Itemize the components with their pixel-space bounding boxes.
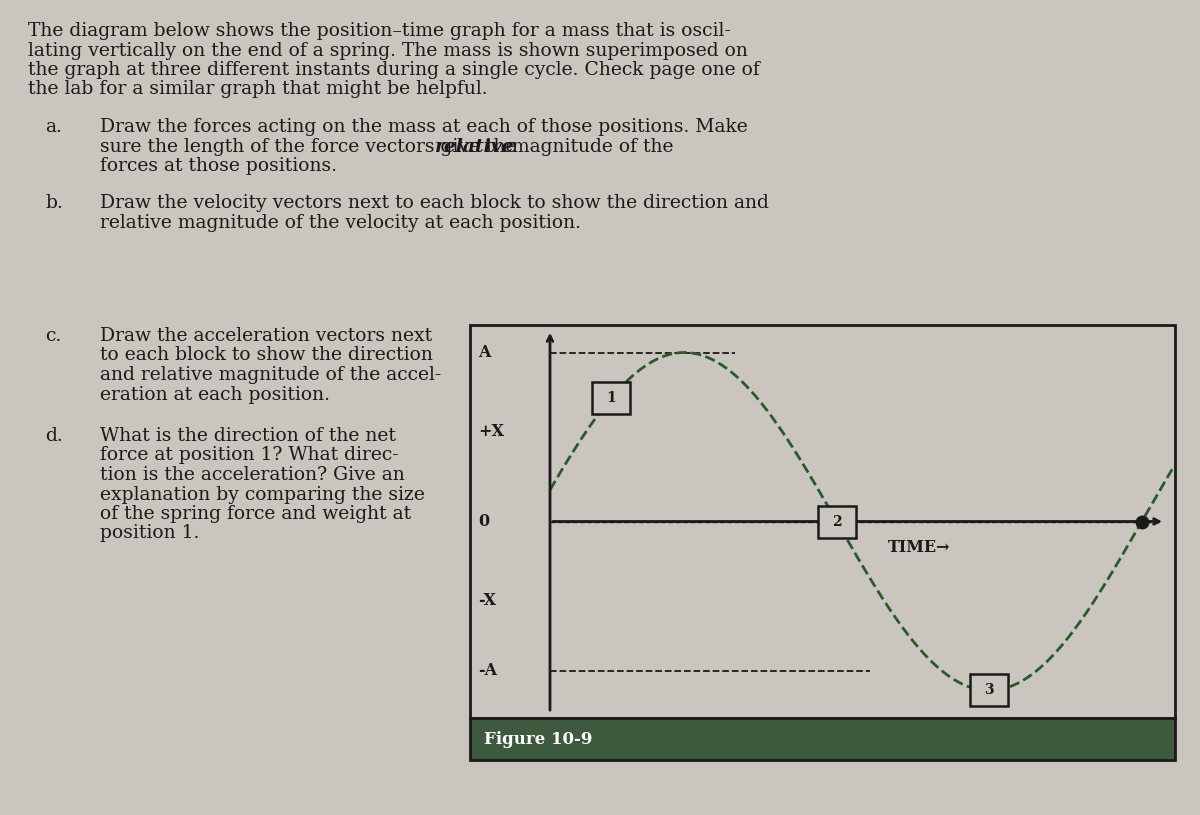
Text: the graph at three different instants during a single cycle. Check page one of: the graph at three different instants du… — [28, 61, 760, 79]
Text: tion is the acceleration? Give an: tion is the acceleration? Give an — [100, 466, 404, 484]
Text: 0: 0 — [478, 513, 490, 530]
Text: The diagram below shows the position–time graph for a mass that is oscil-: The diagram below shows the position–tim… — [28, 22, 731, 40]
Text: Draw the acceleration vectors next: Draw the acceleration vectors next — [100, 327, 432, 345]
Text: 3: 3 — [984, 684, 994, 698]
Text: and relative magnitude of the accel-: and relative magnitude of the accel- — [100, 366, 442, 384]
Bar — [592, 382, 630, 414]
Text: c.: c. — [46, 327, 61, 345]
Text: Draw the velocity vectors next to each block to show the direction and: Draw the velocity vectors next to each b… — [100, 195, 769, 213]
Text: Draw the forces acting on the mass at each of those positions. Make: Draw the forces acting on the mass at ea… — [100, 118, 748, 136]
Text: to each block to show the direction: to each block to show the direction — [100, 346, 433, 364]
Text: b.: b. — [46, 195, 62, 213]
Text: force at position 1? What direc-: force at position 1? What direc- — [100, 447, 398, 465]
Text: position 1.: position 1. — [100, 525, 199, 543]
Text: relative magnitude of the velocity at each position.: relative magnitude of the velocity at ea… — [100, 214, 581, 232]
Bar — [470, 325, 1175, 718]
Text: TIME→: TIME→ — [888, 540, 950, 557]
Text: lating vertically on the end of a spring. The mass is shown superimposed on: lating vertically on the end of a spring… — [28, 42, 748, 59]
Bar — [971, 675, 1008, 707]
Text: 1: 1 — [606, 391, 616, 405]
Text: explanation by comparing the size: explanation by comparing the size — [100, 486, 425, 504]
Text: magnitude of the: magnitude of the — [506, 138, 673, 156]
Bar — [470, 718, 1175, 760]
Text: 2: 2 — [832, 514, 841, 528]
Text: Figure 10-9: Figure 10-9 — [484, 730, 593, 747]
Text: forces at those positions.: forces at those positions. — [100, 157, 337, 175]
Text: What is the direction of the net: What is the direction of the net — [100, 427, 396, 445]
Text: of the spring force and weight at: of the spring force and weight at — [100, 505, 412, 523]
Text: A: A — [478, 344, 491, 361]
Text: a.: a. — [46, 118, 62, 136]
Text: +X: +X — [478, 423, 504, 439]
Text: the lab for a similar graph that might be helpful.: the lab for a similar graph that might b… — [28, 81, 487, 99]
Text: eration at each position.: eration at each position. — [100, 385, 330, 403]
Bar — [817, 505, 856, 538]
Text: -A: -A — [478, 663, 497, 680]
Text: -X: -X — [478, 592, 496, 609]
Text: sure the length of the force vectors give the: sure the length of the force vectors giv… — [100, 138, 522, 156]
Text: d.: d. — [46, 427, 62, 445]
Text: relative: relative — [436, 138, 515, 156]
